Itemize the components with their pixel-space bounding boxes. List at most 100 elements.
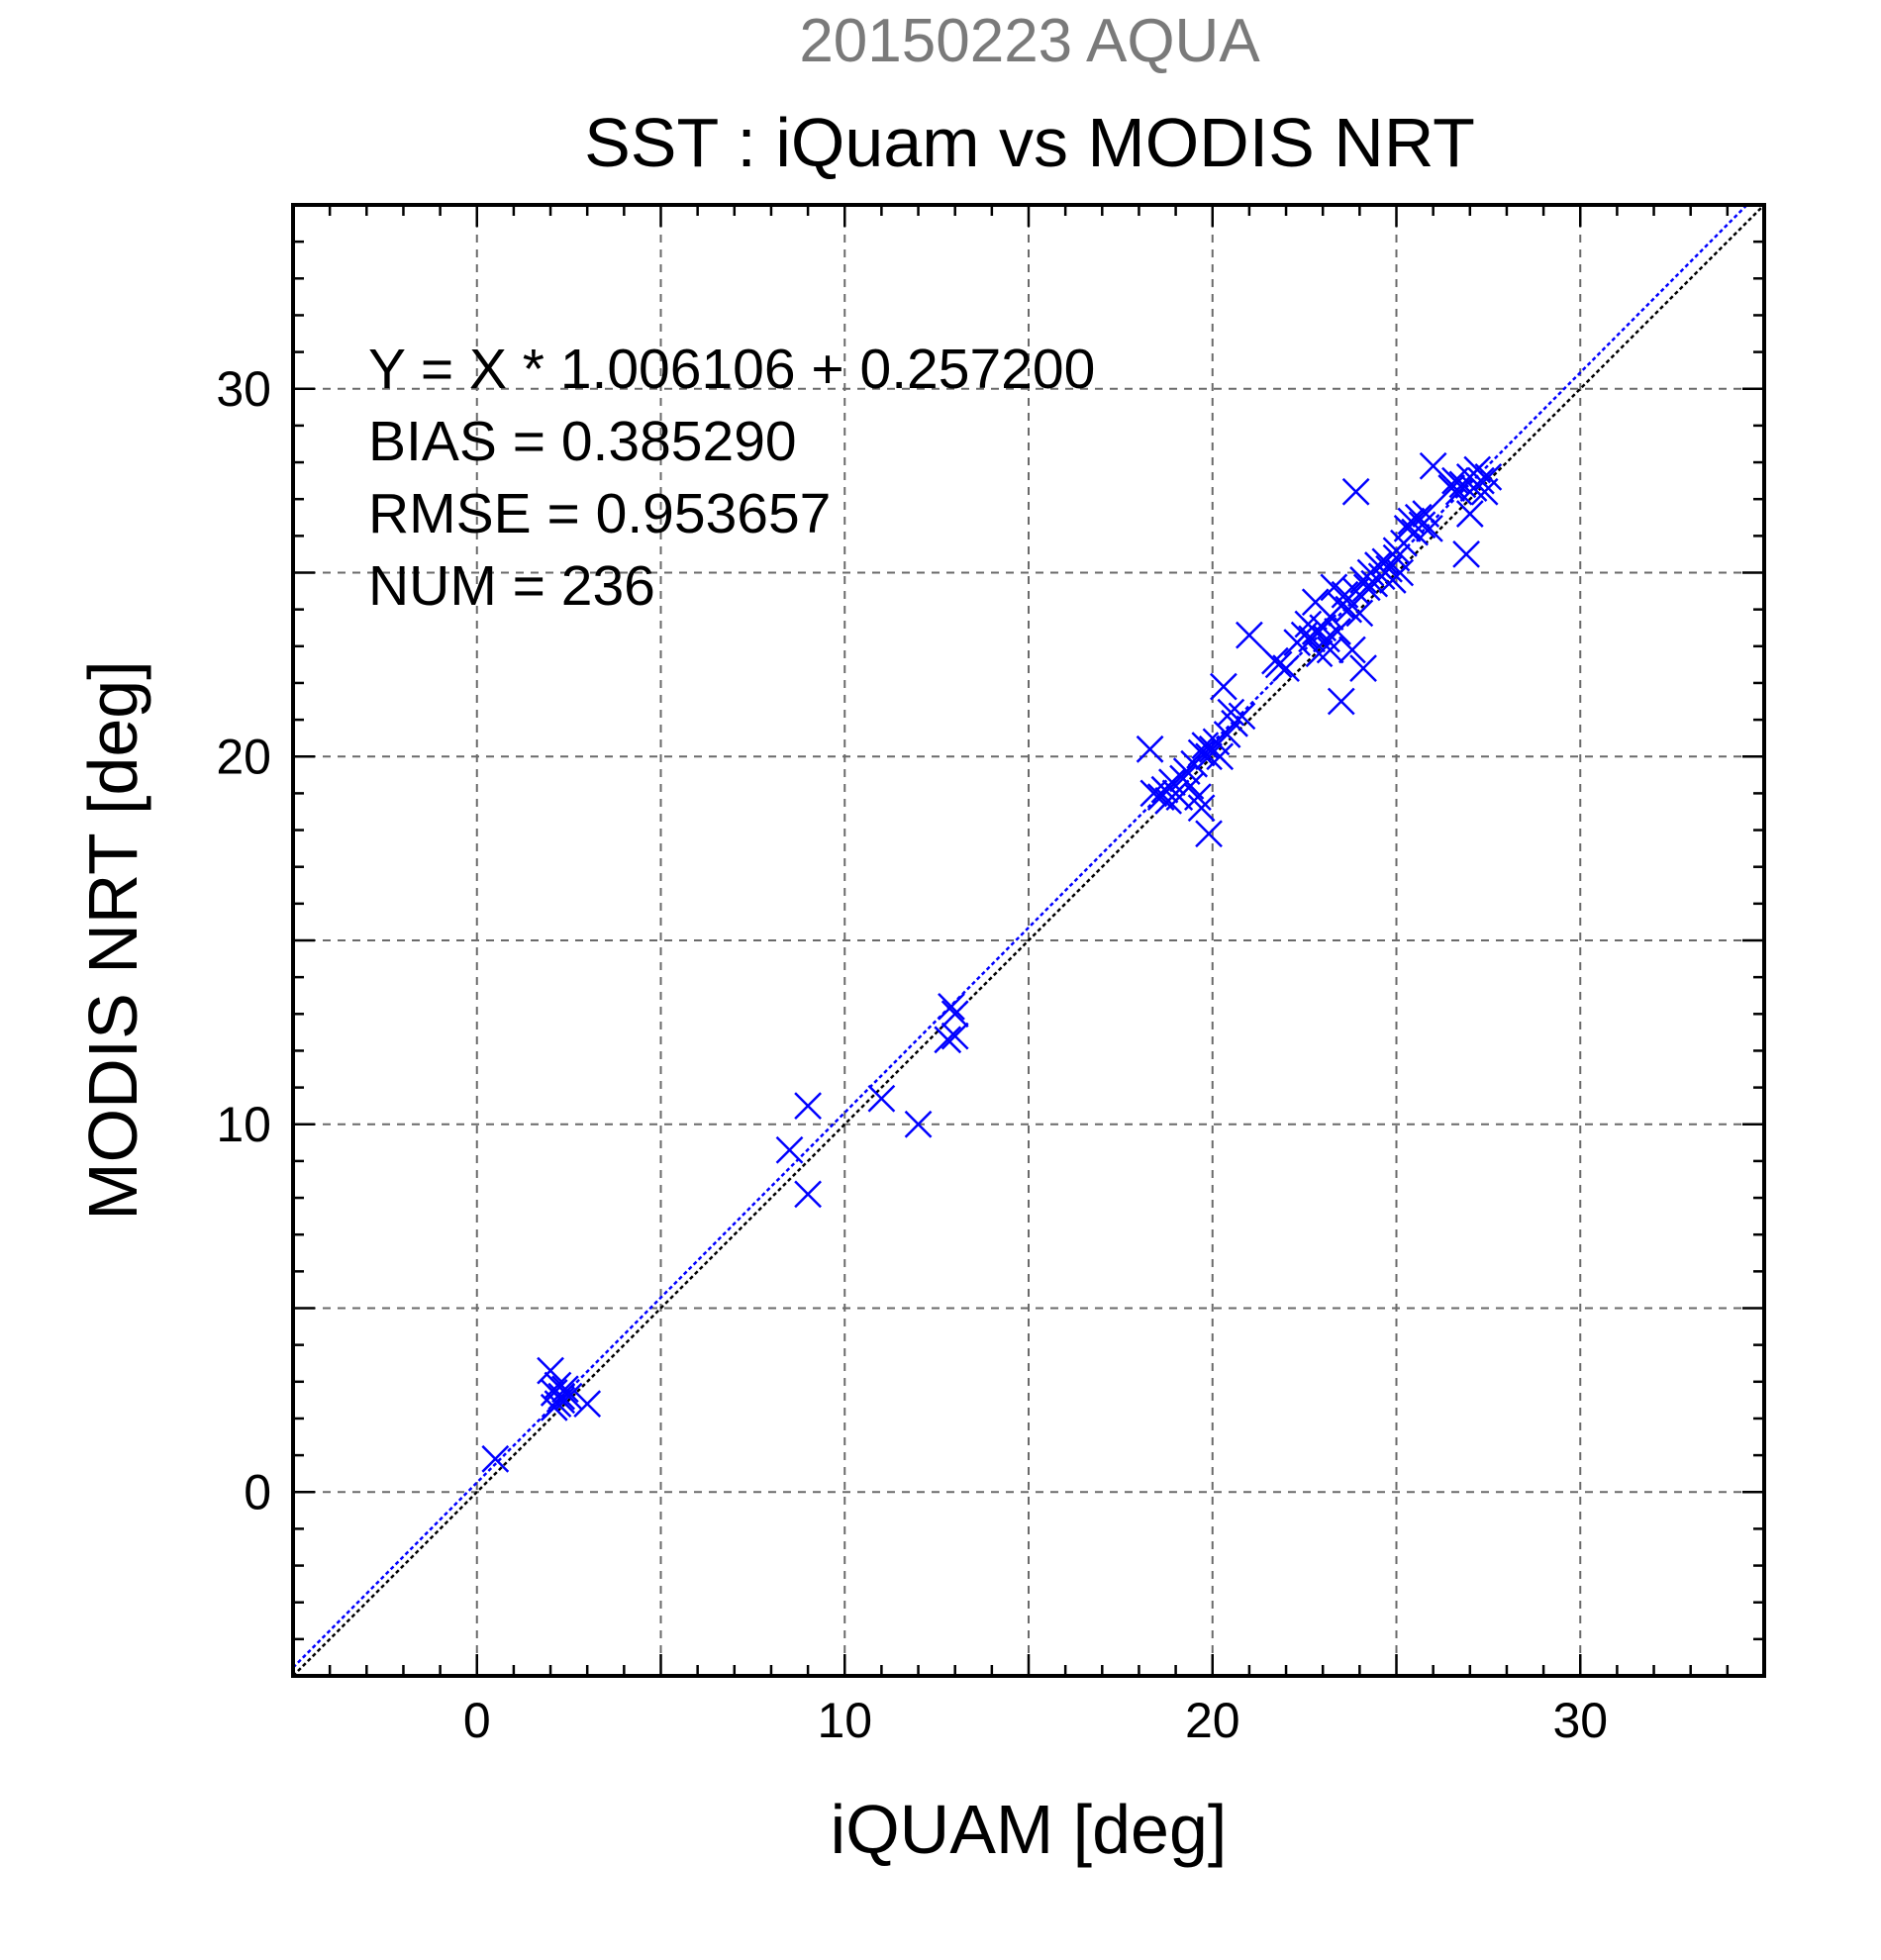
data-point-stroke: [1195, 820, 1223, 848]
data-point: [1195, 742, 1223, 771]
chart-header: 20150223 AQUA: [799, 7, 1260, 75]
y-axis-label: MODIS NRT [deg]: [74, 660, 151, 1220]
data-point-stroke: [573, 1390, 602, 1418]
data-point-stroke: [1290, 621, 1319, 649]
x-tick-label: 30: [1552, 1693, 1608, 1748]
stats-box: Y = X * 1.006106 + 0.257200 BIAS = 0.385…: [368, 338, 1095, 618]
data-point-stroke: [1324, 618, 1351, 645]
plot-frame: [291, 203, 1766, 1678]
data-point: [1419, 451, 1447, 480]
data-point: [1305, 639, 1334, 668]
data-point: [1474, 463, 1503, 491]
data-point-stroke: [540, 1393, 568, 1421]
data-point: [1416, 515, 1443, 542]
data-point: [1386, 558, 1415, 587]
data-point-stroke: [1364, 551, 1392, 579]
data-point-stroke: [1217, 698, 1245, 727]
data-point-stroke: [1437, 474, 1466, 502]
grid-lines: [293, 205, 1764, 1676]
data-point-stroke: [1206, 742, 1235, 771]
data-point: [1210, 672, 1238, 701]
data-point: [1217, 698, 1245, 727]
data-point-stroke: [1455, 500, 1484, 528]
data-point-stroke: [1139, 779, 1168, 808]
data-point: [1191, 732, 1220, 759]
data-point-stroke: [1176, 772, 1205, 800]
data-point-stroke: [551, 1375, 579, 1404]
stat-rmse: RMSE = 0.953657: [368, 482, 831, 545]
data-point-stroke: [1463, 455, 1492, 484]
stat-bias: BIAS = 0.385290: [368, 410, 797, 473]
data-point: [1272, 654, 1300, 682]
data-point: [573, 1390, 602, 1418]
y-tick-label: 10: [216, 1097, 271, 1152]
data-point-stroke: [1301, 588, 1330, 617]
data-point-stroke: [1345, 599, 1374, 628]
data-point: [540, 1393, 568, 1421]
data-point: [1290, 621, 1319, 649]
data-point: [1327, 687, 1355, 716]
data-point: [1158, 768, 1186, 797]
data-point: [1206, 742, 1235, 771]
data-point: [537, 1356, 564, 1385]
data-point-stroke: [1331, 580, 1359, 609]
data-point-stroke: [481, 1444, 510, 1473]
data-point-stroke: [1397, 507, 1426, 536]
data-point: [1345, 599, 1374, 628]
data-point: [1408, 511, 1436, 539]
data-point-stroke: [1335, 595, 1363, 624]
data-point: [551, 1375, 579, 1404]
data-point-stroke: [554, 1382, 583, 1411]
data-point-stroke: [1195, 742, 1223, 771]
data-point-stroke: [1136, 735, 1164, 763]
data-point-stroke: [1228, 702, 1256, 731]
identity-line: [292, 204, 1765, 1677]
data-point: [1236, 621, 1263, 649]
data-point: [1324, 618, 1351, 645]
data-point-stroke: [1320, 573, 1348, 602]
data-point: [867, 1084, 896, 1113]
data-point: [940, 1000, 969, 1029]
data-point: [1228, 702, 1256, 731]
y-tick-label: 30: [216, 361, 271, 417]
data-point: [940, 1022, 969, 1050]
data-point-stroke: [1305, 639, 1334, 668]
data-point-stroke: [1386, 558, 1415, 587]
data-point: [938, 992, 965, 1021]
data-point-stroke: [1467, 466, 1495, 495]
data-point: [904, 1110, 933, 1138]
data-point: [1341, 477, 1370, 506]
data-point: [934, 1026, 962, 1054]
data-point-stroke: [1452, 540, 1480, 568]
data-point-stroke: [1341, 477, 1370, 506]
data-point-stroke: [1210, 672, 1238, 701]
data-point: [1264, 650, 1293, 679]
data-point-stroke: [1191, 732, 1220, 759]
data-point-stroke: [1316, 636, 1344, 664]
data-point-stroke: [794, 1092, 822, 1121]
data-point: [794, 1092, 822, 1121]
data-point: [775, 1135, 804, 1164]
data-point: [1187, 738, 1216, 767]
chart-title: SST : iQuam vs MODIS NRT: [584, 104, 1475, 181]
y-tick-label: 0: [244, 1464, 271, 1519]
data-point: [1349, 654, 1377, 682]
tick-labels: 0 10 20 30 0 10 20 30: [216, 361, 1608, 1748]
data-point: [1455, 500, 1484, 528]
data-point-stroke: [1187, 794, 1216, 823]
x-axis-label: iQUAM [deg]: [831, 1791, 1228, 1868]
data-point: [1437, 474, 1466, 502]
data-point-stroke: [904, 1110, 933, 1138]
data-point-stroke: [1382, 543, 1411, 572]
data-point-stroke: [1264, 650, 1293, 679]
data-point: [1316, 636, 1344, 664]
data-point-stroke: [1419, 451, 1447, 480]
data-point-stroke: [867, 1084, 896, 1113]
x-tick-label: 0: [463, 1693, 491, 1748]
data-point-stroke: [938, 992, 965, 1021]
data-point: [1187, 794, 1216, 823]
data-points: [481, 451, 1503, 1473]
data-point-stroke: [1412, 500, 1440, 528]
data-point: [1452, 540, 1480, 568]
data-point: [1335, 595, 1363, 624]
